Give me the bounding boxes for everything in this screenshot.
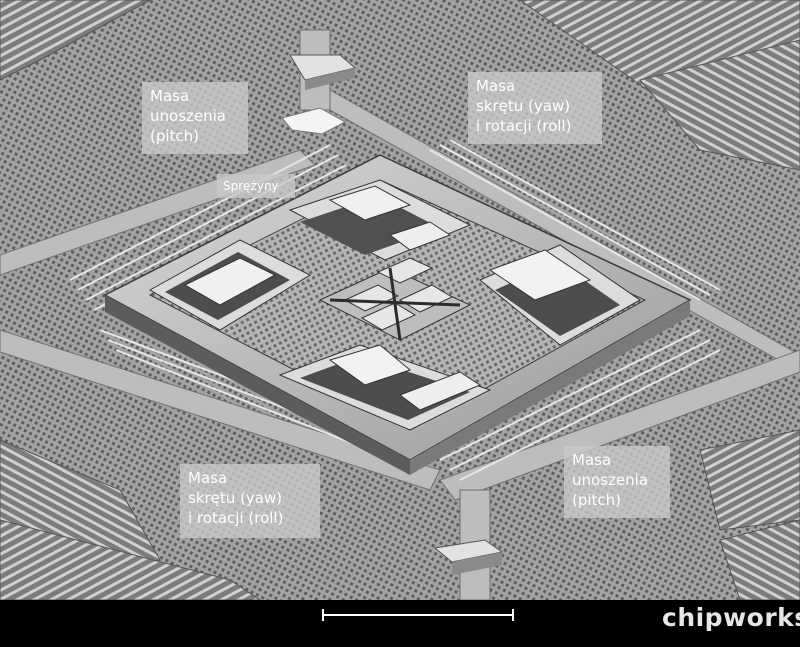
value-wd: 15.5 (247, 625, 281, 644)
label-line: Masa (476, 77, 516, 95)
value-det: SE (205, 625, 228, 644)
header-acc-v: Acc.V (2, 602, 47, 621)
scale-bar-line (322, 614, 514, 616)
label-pitch-mass-bottom-right: Masa unoszenia (pitch) (564, 446, 670, 518)
scale-bar-label: 200 µm (525, 602, 583, 621)
sem-data-bar (0, 600, 800, 647)
label-line: skrętu (yaw) (476, 97, 571, 115)
sample-info: ST Micro GK10A P1 Chipworks ER (322, 625, 587, 644)
label-line: skrętu (yaw) (188, 489, 283, 507)
header-magn: Magn (143, 602, 186, 621)
label-line: Sprężyny (223, 179, 279, 193)
sem-micrograph (0, 0, 800, 600)
label-springs: Sprężyny (217, 174, 295, 198)
label-line: unoszenia (150, 107, 226, 125)
label-line: Masa (572, 451, 612, 469)
value-spot: 3.0 (92, 625, 116, 644)
value-magn: 150x (143, 625, 180, 644)
label-line: (pitch) (150, 127, 200, 145)
center-cross (318, 257, 472, 341)
anchor-bottom (433, 539, 504, 575)
label-pitch-mass-top-left: Masa unoszenia (pitch) (142, 82, 248, 154)
label-yaw-roll-mass-top-right: Masa skrętu (yaw) i rotacji (roll) (468, 72, 602, 144)
header-spot: Spot (92, 602, 127, 621)
value-acc-v: 10.00 kV (2, 625, 70, 644)
scale-bar (322, 609, 514, 621)
debris-particle (281, 107, 347, 135)
proof-mass-pads (148, 179, 641, 431)
label-line: (pitch) (572, 491, 622, 509)
scale-bar-tick-right (512, 609, 514, 621)
label-line: i rotacji (roll) (188, 509, 284, 527)
scale-bar-tick-left (322, 609, 324, 621)
label-line: i rotacji (roll) (476, 117, 572, 135)
label-line: Masa (188, 469, 228, 487)
label-yaw-roll-mass-bottom-left: Masa skrętu (yaw) i rotacji (roll) (180, 464, 320, 538)
header-wd: WD (247, 602, 276, 621)
header-det: Det (205, 602, 232, 621)
comb-arrays (0, 0, 800, 600)
label-line: Masa (150, 87, 190, 105)
anchor-top (289, 54, 357, 90)
chipworks-logo: chipworks (662, 603, 800, 632)
label-line: unoszenia (572, 471, 648, 489)
